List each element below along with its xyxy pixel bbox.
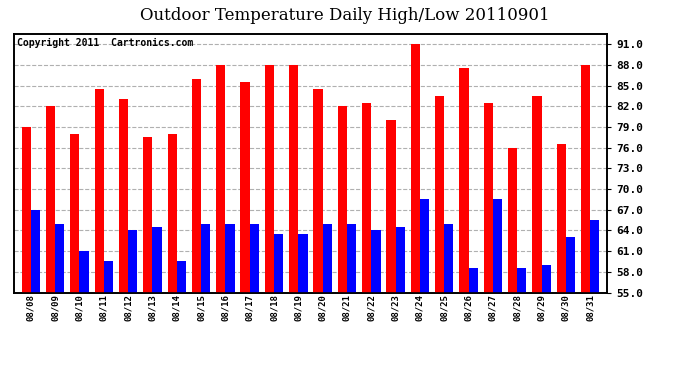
Bar — [95, 89, 103, 375]
Bar — [420, 200, 429, 375]
Bar — [46, 106, 55, 375]
Bar — [298, 234, 308, 375]
Bar — [323, 224, 332, 375]
Bar — [469, 268, 477, 375]
Bar — [144, 137, 152, 375]
Bar — [55, 224, 64, 375]
Bar — [347, 224, 356, 375]
Text: Outdoor Temperature Daily High/Low 20110901: Outdoor Temperature Daily High/Low 20110… — [140, 8, 550, 24]
Bar — [250, 224, 259, 375]
Bar — [371, 230, 381, 375]
Bar — [289, 65, 298, 375]
Bar — [557, 144, 566, 375]
Bar — [337, 106, 347, 375]
Bar — [395, 227, 405, 375]
Bar — [70, 134, 79, 375]
Bar — [435, 96, 444, 375]
Bar — [518, 268, 526, 375]
Bar — [484, 103, 493, 375]
Bar — [201, 224, 210, 375]
Bar — [362, 103, 371, 375]
Bar — [128, 230, 137, 375]
Bar — [119, 99, 128, 375]
Bar — [240, 82, 250, 375]
Bar — [104, 261, 113, 375]
Bar — [493, 200, 502, 375]
Bar — [216, 65, 226, 375]
Bar — [542, 265, 551, 375]
Bar — [152, 227, 161, 375]
Bar — [386, 120, 395, 375]
Bar — [79, 251, 89, 375]
Bar — [581, 65, 590, 375]
Bar — [192, 79, 201, 375]
Bar — [444, 224, 453, 375]
Bar — [590, 220, 600, 375]
Bar — [460, 68, 469, 375]
Bar — [508, 148, 518, 375]
Bar — [265, 65, 274, 375]
Bar — [226, 224, 235, 375]
Bar — [313, 89, 323, 375]
Bar — [31, 210, 40, 375]
Bar — [168, 134, 177, 375]
Bar — [21, 127, 31, 375]
Bar — [532, 96, 542, 375]
Bar — [411, 44, 420, 375]
Bar — [177, 261, 186, 375]
Bar — [274, 234, 284, 375]
Text: Copyright 2011  Cartronics.com: Copyright 2011 Cartronics.com — [17, 38, 193, 48]
Bar — [566, 237, 575, 375]
